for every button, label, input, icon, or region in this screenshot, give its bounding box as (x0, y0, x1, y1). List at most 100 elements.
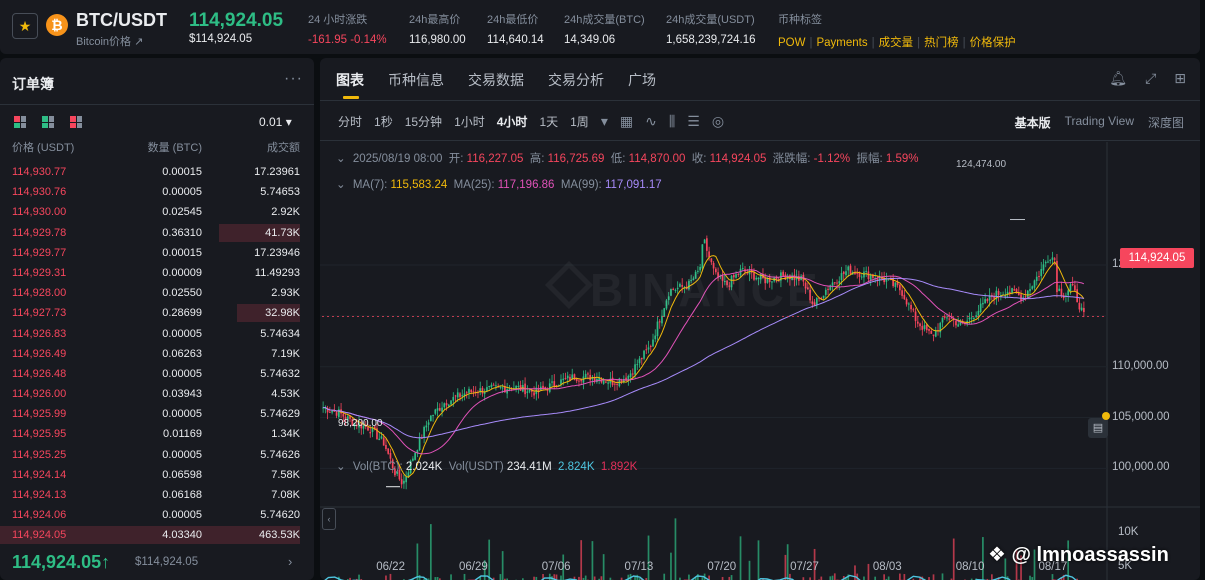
candle-body (1015, 289, 1018, 294)
candle-body (1035, 276, 1038, 281)
interval-timeline[interactable]: 分时 (338, 115, 363, 129)
interval-15m[interactable]: 15分钟 (404, 115, 443, 129)
candle-body (1083, 307, 1085, 313)
order-book-row[interactable]: 114,925.25 0.00005 5.74626 (0, 445, 314, 465)
tab-coin-info[interactable]: 币种信息 (388, 72, 444, 88)
order-book-row[interactable]: 114,930.00 0.02545 2.92K (0, 202, 314, 222)
eye-icon[interactable]: ⌄ (336, 179, 346, 191)
bell-icon[interactable]: 🔔︎ (1109, 70, 1128, 86)
both-sides-view-icon[interactable] (14, 116, 26, 128)
candle-body (1058, 288, 1061, 291)
ma99-line (323, 277, 1084, 439)
column-header-total: 成交额 (267, 142, 300, 154)
candle-body (658, 321, 661, 323)
ma7-label: MA(7): (352, 179, 388, 191)
tag-price-protection[interactable]: 价格保护 (969, 37, 1016, 49)
row-total: 5.74653 (260, 186, 300, 199)
indicators-icon[interactable]: ∿ (645, 113, 657, 129)
asks-only-view-icon[interactable] (70, 116, 82, 128)
interval-1w[interactable]: 1周 (570, 115, 589, 129)
order-book-row[interactable]: 114,926.49 0.06263 7.19K (0, 344, 314, 364)
order-book-last-price[interactable]: 114,924.05↑ (12, 552, 111, 572)
coin-price-link[interactable]: Bitcoin价格 ↗ (76, 36, 144, 48)
candle-body (492, 384, 495, 386)
interval-1d[interactable]: 1天 (539, 115, 559, 129)
close-value: 114,924.05 (709, 153, 767, 165)
candle-body (587, 373, 589, 375)
chart-header-icons: 🔔︎ ⤢ ⊞ (1109, 70, 1186, 87)
candle-body (1042, 264, 1045, 271)
low-value: 114,870.00 (628, 153, 686, 165)
stat-label: 24h最高价 (409, 14, 461, 26)
interval-1s[interactable]: 1秒 (374, 115, 393, 129)
tag-pow[interactable]: POW (778, 37, 806, 49)
order-book-row[interactable]: 114,928.00 0.02550 2.93K (0, 283, 314, 303)
volume-bar (854, 565, 856, 580)
layout-grid-icon[interactable]: ⊞ (1174, 70, 1186, 86)
candle-body (358, 422, 360, 428)
order-book-row[interactable]: 114,924.06 0.00005 5.74620 (0, 505, 314, 525)
order-book-row[interactable]: 114,925.99 0.00005 5.74629 (0, 404, 314, 424)
order-book-row[interactable]: 114,927.73 0.28699 32.98K (0, 303, 314, 323)
tab-trading-analysis[interactable]: 交易分析 (548, 72, 604, 88)
candle-type-icon[interactable]: ⫼ (668, 113, 676, 129)
pair-symbol[interactable]: BTC/USDT (76, 10, 167, 30)
order-book-row[interactable]: 114,930.76 0.00005 5.74653 (0, 182, 314, 202)
order-book-row[interactable]: 114,929.77 0.00015 17.23946 (0, 243, 314, 263)
order-book-row[interactable]: 114,924.05 4.03340 463.53K (0, 525, 314, 545)
order-book-row[interactable]: 114,926.00 0.03943 4.53K (0, 384, 314, 404)
volume-bar (647, 535, 650, 580)
order-book-row[interactable]: 114,926.48 0.00005 5.74632 (0, 364, 314, 384)
favorite-star-button[interactable]: ★ (12, 13, 38, 39)
candle-body (901, 290, 903, 296)
volume-bar (1020, 555, 1022, 580)
stat-label: 24 小时涨跌 (308, 14, 368, 26)
interval-4h[interactable]: 4小时 (496, 115, 528, 129)
view-basic[interactable]: 基本版 (1014, 116, 1051, 130)
candle-body (708, 251, 710, 258)
chart-notes-icon[interactable]: ▤ (1088, 418, 1108, 438)
order-book-row[interactable]: 114,924.14 0.06598 7.58K (0, 465, 314, 485)
tag-hot[interactable]: 热门榜 (924, 37, 959, 49)
view-tradingview[interactable]: Trading View (1064, 114, 1134, 128)
order-book-row[interactable]: 114,925.95 0.01169 1.34K (0, 424, 314, 444)
precision-select[interactable]: 0.01 ▾ (259, 115, 292, 129)
view-depth[interactable]: 深度图 (1147, 116, 1184, 130)
volume-bar (627, 574, 630, 580)
order-book-row[interactable]: 114,930.77 0.00015 17.23961 (0, 162, 314, 182)
interval-1h[interactable]: 1小时 (454, 115, 485, 129)
target-icon[interactable]: ◎ (711, 113, 725, 129)
order-book-row[interactable]: 114,929.31 0.00009 11.49293 (0, 263, 314, 283)
eye-icon[interactable]: ⌄ (336, 153, 346, 165)
row-total: 463.53K (259, 529, 300, 542)
order-book-row[interactable]: 114,929.78 0.36310 41.73K (0, 223, 314, 243)
candlestick-chart[interactable] (320, 142, 1200, 580)
more-options-icon[interactable]: ··· (284, 70, 303, 87)
eye-icon[interactable]: ⌄ (336, 461, 346, 473)
candle-body (984, 299, 986, 304)
candle-body (362, 425, 365, 429)
tab-trading-data[interactable]: 交易数据 (468, 72, 524, 88)
calendar-icon[interactable]: ▦ (619, 113, 634, 129)
volume-bar (912, 578, 915, 580)
tab-chart[interactable]: 图表 (336, 70, 364, 99)
settings-sliders-icon[interactable]: ☰ (687, 113, 700, 129)
chart-tabs: 图表 币种信息 交易数据 交易分析 广场 (336, 70, 656, 99)
candle-body (654, 335, 657, 340)
collapse-handle-icon[interactable]: ‹ (322, 508, 336, 530)
candle-body (528, 389, 531, 392)
volume-bar (899, 573, 901, 580)
candle-body (1069, 284, 1072, 292)
more-intervals-dropdown-icon[interactable]: ▾ (600, 113, 608, 129)
tag-payments[interactable]: Payments (816, 37, 868, 49)
chevron-right-icon[interactable]: › (288, 554, 293, 569)
expand-icon[interactable]: ⤢ (1145, 70, 1157, 86)
candle-body (1049, 259, 1052, 261)
candle-body (1051, 257, 1054, 260)
bids-only-view-icon[interactable] (42, 116, 54, 128)
order-book-row[interactable]: 114,926.83 0.00005 5.74634 (0, 324, 314, 344)
volume-bar (863, 576, 865, 580)
order-book-row[interactable]: 114,924.13 0.06168 7.08K (0, 485, 314, 505)
tab-square[interactable]: 广场 (628, 72, 656, 88)
tag-volume[interactable]: 成交量 (878, 37, 914, 49)
